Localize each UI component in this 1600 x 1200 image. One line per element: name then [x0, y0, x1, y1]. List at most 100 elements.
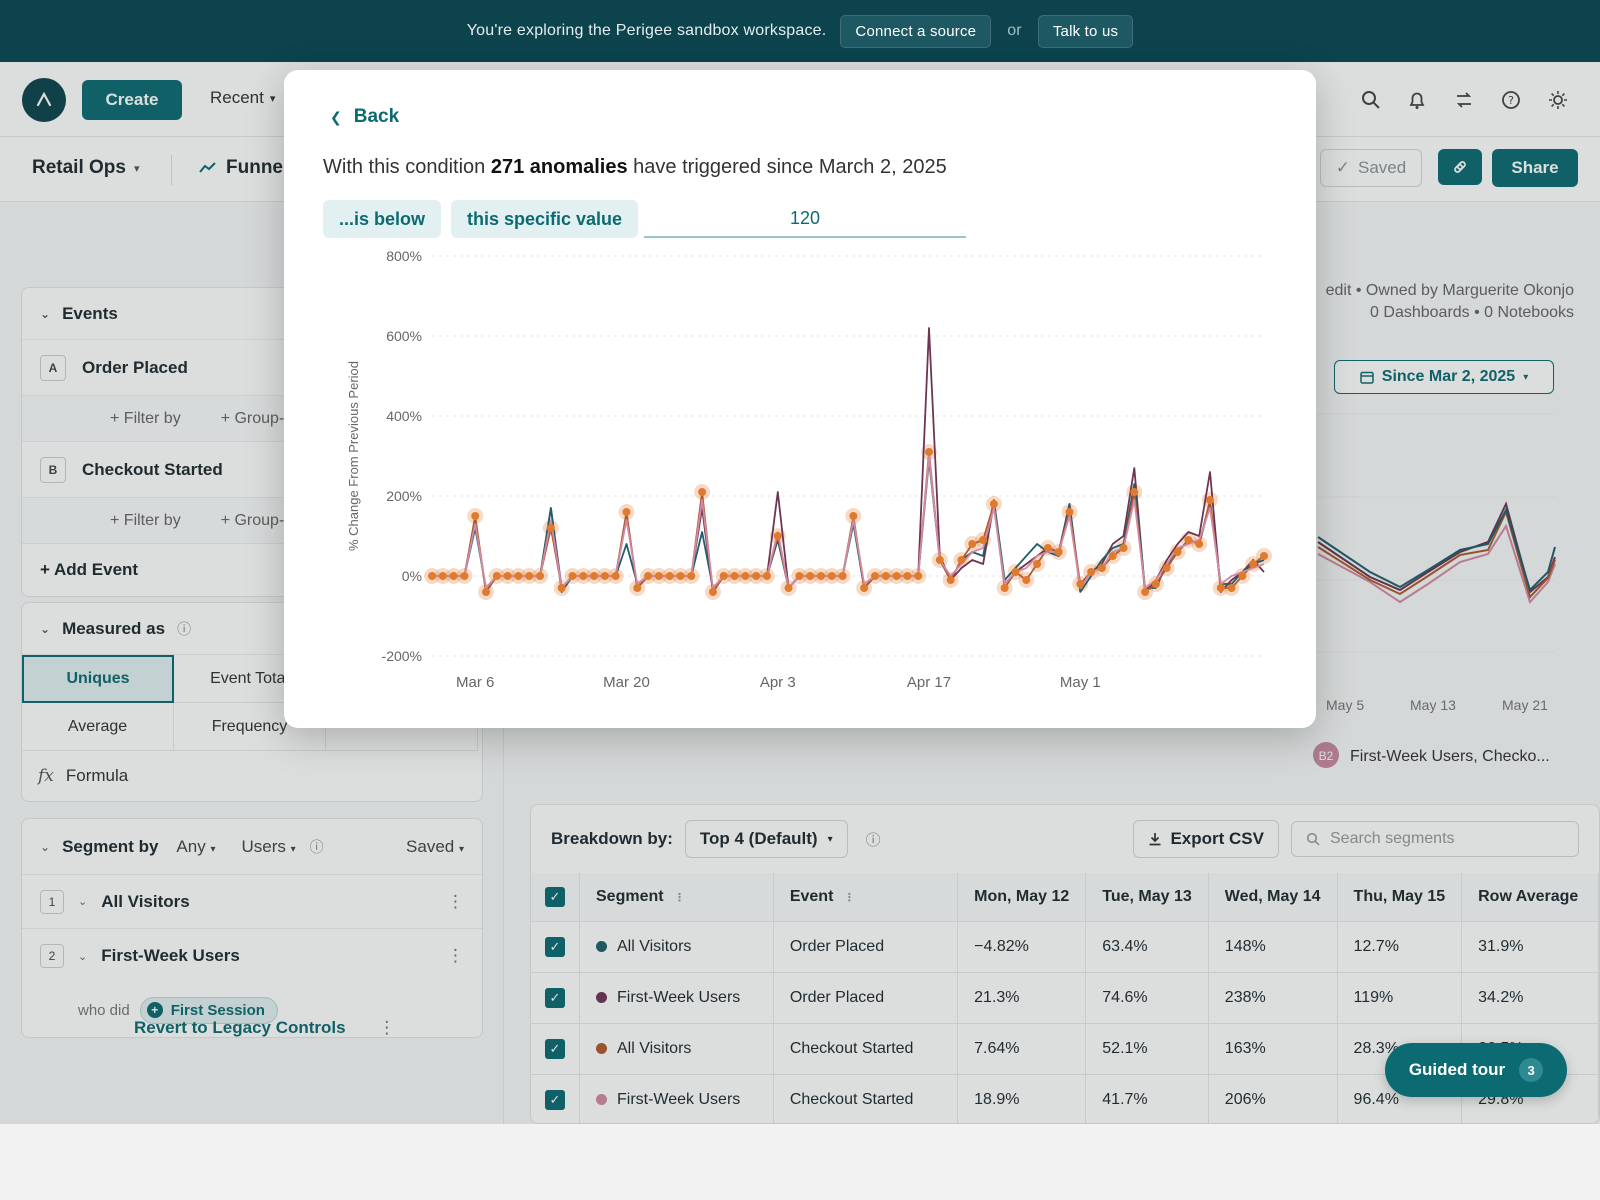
column-header-date[interactable]: Mon, May 12: [957, 873, 1087, 922]
anomaly-point: [536, 572, 545, 580]
event-row-a[interactable]: A Order Placed: [22, 340, 482, 396]
value-cell: 18.9%: [957, 1074, 1087, 1123]
segment-row-1[interactable]: 1 ⌄ All Visitors ⋮: [22, 875, 482, 929]
formula-option[interactable]: fx Formula: [22, 751, 482, 801]
row-checkbox[interactable]: ✓: [545, 1038, 565, 1059]
measured-as-header[interactable]: ⌄ Measured as ⓘ: [22, 603, 482, 655]
saved-button[interactable]: ✓ Saved: [1320, 149, 1422, 187]
info-icon[interactable]: ⓘ: [309, 838, 324, 855]
table-header-row: ✓ Segment ⋮ Event ⋮ Mon, May 12 Tue, May…: [531, 873, 1599, 922]
talk-to-us-button[interactable]: Talk to us: [1037, 14, 1134, 48]
value-type-chip[interactable]: this specific value: [451, 200, 639, 238]
info-icon[interactable]: ⓘ: [865, 831, 881, 849]
anomaly-point: [1043, 544, 1052, 552]
column-header-event[interactable]: Event ⋮: [773, 873, 959, 922]
kebab-menu-icon[interactable]: ⋮: [447, 891, 464, 911]
export-csv-button[interactable]: Export CSV: [1133, 820, 1279, 858]
guided-tour-button[interactable]: Guided tour 3: [1385, 1043, 1567, 1097]
column-header-segment[interactable]: Segment ⋮: [579, 873, 774, 922]
y-axis-label: % Change From Previous Period: [346, 361, 361, 551]
any-dropdown[interactable]: Any ▾: [176, 837, 215, 857]
share-button[interactable]: Share: [1492, 149, 1578, 187]
condition-prefix: With this condition: [323, 156, 486, 178]
help-icon[interactable]: ?: [1500, 89, 1522, 111]
y-tick-label: 400%: [386, 408, 422, 424]
logo-icon[interactable]: [22, 78, 66, 122]
anomaly-point: [654, 572, 663, 580]
saved-label: Saved: [1358, 158, 1407, 177]
banner-text: You're exploring the Perigee sandbox wor…: [466, 22, 827, 39]
back-button[interactable]: ❮ Back: [330, 106, 399, 128]
row-checkbox[interactable]: ✓: [545, 936, 565, 957]
event-row-b[interactable]: B Checkout Started: [22, 442, 482, 498]
series-color-dot: [596, 940, 607, 952]
anomaly-alert-modal: ❮ Back With this condition 271 anomalies…: [284, 70, 1316, 728]
group-by-link[interactable]: + Group-by: [220, 409, 302, 427]
anomaly-point: [795, 572, 804, 580]
anomaly-point: [730, 572, 739, 580]
anomaly-point: [471, 512, 480, 520]
select-all-checkbox[interactable]: ✓: [545, 886, 565, 907]
filter-by-link[interactable]: + Filter by: [110, 511, 181, 529]
recent-dropdown[interactable]: Recent ▾: [210, 88, 275, 108]
value-cell: 238%: [1208, 972, 1338, 1024]
y-tick-label: 800%: [386, 248, 422, 264]
anomaly-point: [989, 500, 998, 508]
filter-by-link[interactable]: + Filter by: [110, 409, 181, 427]
segment-name: First-Week Users: [617, 988, 741, 1006]
search-icon[interactable]: [1360, 89, 1382, 111]
row-checkbox[interactable]: ✓: [545, 1089, 565, 1110]
table-row[interactable]: ✓ First-Week Users Order Placed 21.3% 74.6% 2…: [531, 972, 1599, 1024]
sun-icon[interactable]: [1547, 89, 1569, 111]
column-header-date[interactable]: Wed, May 14: [1208, 873, 1338, 922]
chevron-down-icon[interactable]: ⌄: [78, 950, 88, 963]
chevron-down-icon[interactable]: ⌄: [40, 839, 51, 854]
report-meta: edit • Owned by Marguerite Okonjo 0 Dash…: [1326, 280, 1574, 324]
report-type-selector[interactable]: Funnel: [198, 157, 288, 179]
measure-option-uniques[interactable]: Uniques: [22, 655, 174, 703]
event-cell: Checkout Started: [773, 1023, 959, 1075]
table-row[interactable]: ✓ All Visitors Order Placed −4.82% 63.4% 148%…: [531, 921, 1599, 973]
kebab-menu-icon[interactable]: ⋮: [447, 946, 464, 965]
events-header[interactable]: ⌄ Events: [22, 288, 482, 340]
column-header-date[interactable]: Thu, May 15: [1337, 873, 1463, 922]
column-header-row-average[interactable]: Row Average: [1461, 873, 1599, 922]
measured-as-title: Measured as: [62, 618, 166, 638]
create-button[interactable]: Create: [82, 80, 182, 120]
column-header-date[interactable]: Tue, May 13: [1085, 873, 1209, 922]
connect-source-button[interactable]: Connect a source: [840, 14, 992, 48]
info-icon[interactable]: ⓘ: [177, 620, 192, 637]
condition-suffix: have triggered since March 2, 2025: [633, 156, 947, 178]
anomaly-point: [1216, 584, 1225, 592]
legend-badge-text: B2: [1319, 749, 1334, 763]
anomaly-point: [1141, 588, 1150, 596]
funnel-icon: [198, 161, 218, 175]
segment-search-input[interactable]: Search segments: [1291, 821, 1579, 857]
segment-row-2[interactable]: 2 ⌄ First-Week Users ⋮: [22, 929, 482, 983]
users-dropdown[interactable]: Users ▾: [241, 837, 295, 857]
chevron-down-icon[interactable]: ⌄: [78, 896, 88, 908]
revert-legacy-link[interactable]: Revert to Legacy Controls ⋮: [134, 1018, 395, 1038]
date-range-button[interactable]: Since Mar 2, 2025 ▾: [1334, 360, 1554, 394]
breakdown-dropdown[interactable]: Top 4 (Default) ▾: [684, 820, 848, 858]
breakdown-value: Top 4 (Default): [699, 829, 818, 848]
threshold-input[interactable]: [644, 200, 966, 238]
value-cell: 31.9%: [1461, 921, 1599, 973]
measure-option-average[interactable]: Average: [22, 703, 174, 751]
copy-link-button[interactable]: [1438, 149, 1482, 185]
saved-segments-dropdown[interactable]: Saved ▾: [406, 837, 464, 857]
row-checkbox[interactable]: ✓: [545, 987, 565, 1008]
saved-segments-label: Saved: [406, 836, 455, 856]
project-selector[interactable]: Retail Ops ▾: [32, 157, 140, 179]
chevron-down-icon: ▾: [458, 843, 464, 855]
anomaly-point: [633, 584, 642, 592]
swap-icon[interactable]: [1453, 89, 1475, 111]
add-event-button[interactable]: + Add Event: [40, 560, 139, 579]
operator-chip[interactable]: ...is below: [323, 200, 442, 238]
group-by-link[interactable]: + Group-by: [220, 511, 302, 529]
anomaly-point: [860, 584, 869, 592]
kebab-menu-icon[interactable]: ⋮: [378, 1018, 396, 1037]
first-session-pill[interactable]: + First Session: [139, 996, 278, 1024]
bell-icon[interactable]: [1406, 89, 1428, 111]
table-toolbar: Breakdown by: Top 4 (Default) ▾ ⓘ Export…: [531, 805, 1599, 873]
